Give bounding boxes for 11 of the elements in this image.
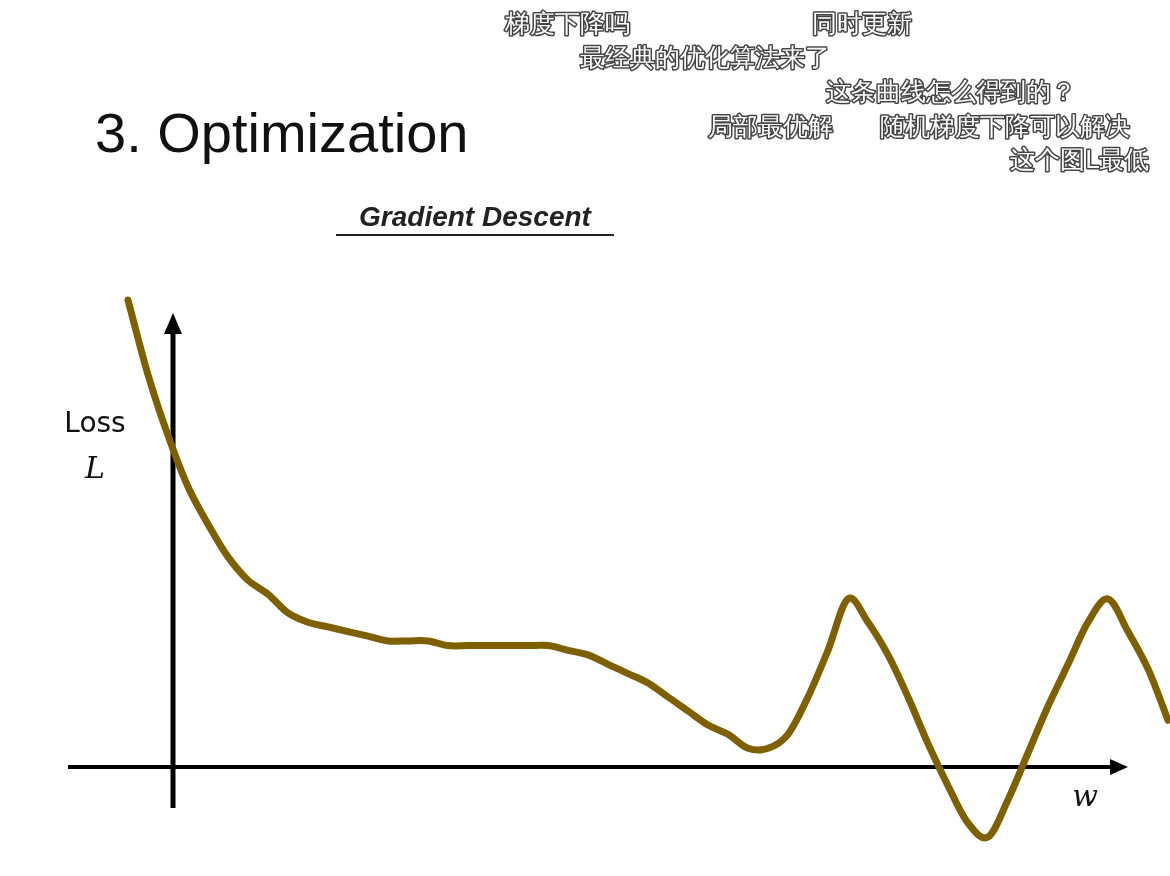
chart-subtitle: Gradient Descent	[359, 201, 593, 232]
chart-title: 3. Optimization	[95, 101, 469, 164]
text: 随机梯度下降可以解决	[880, 112, 1130, 141]
x-axis-title: w	[1072, 778, 1099, 813]
text: 同时更新	[812, 9, 912, 38]
text: 这个图L最低	[1010, 145, 1149, 174]
text: 这条曲线怎么得到的？	[826, 77, 1076, 106]
text: 局部最优解	[708, 112, 833, 141]
y-axis-title: Loss L	[64, 406, 126, 485]
text: 梯度下降吗	[504, 9, 630, 38]
text: 最经典的优化算法来了	[580, 43, 830, 72]
